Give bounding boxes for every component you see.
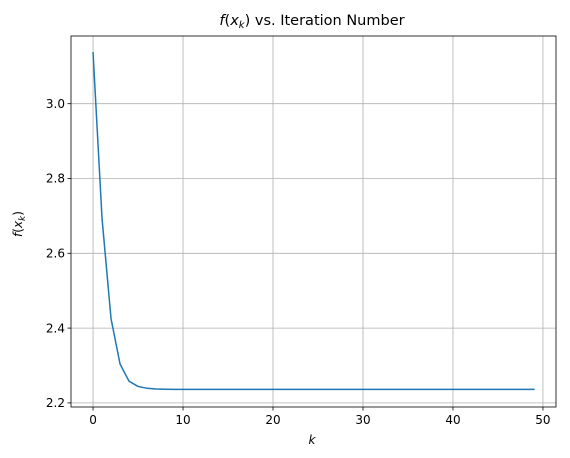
series-line bbox=[92, 52, 535, 391]
y-tick-label: 2.2 bbox=[46, 396, 65, 410]
x-tick-label: 30 bbox=[355, 413, 370, 427]
x-tick-label: 10 bbox=[175, 413, 190, 427]
x-tick-label: 40 bbox=[445, 413, 460, 427]
plot-area-frame bbox=[70, 35, 557, 408]
y-tick-label: 2.4 bbox=[46, 321, 65, 335]
x-axis-label: k bbox=[309, 433, 317, 447]
y-tick-label: 2.8 bbox=[46, 172, 65, 186]
grid-lines bbox=[71, 36, 556, 407]
axis-ticks: 0 10 20 30 40 50 2.2 2.4 2.6 2.8 3.0 bbox=[46, 97, 551, 427]
x-tick-label: 50 bbox=[535, 413, 550, 427]
y-tick-label: 3.0 bbox=[46, 97, 65, 111]
y-axis-label: f(xk) bbox=[11, 211, 28, 237]
y-tick-label: 2.6 bbox=[46, 246, 65, 260]
x-tick-label: 20 bbox=[265, 413, 280, 427]
chart-title: f(xk) vs. Iteration Number bbox=[219, 13, 404, 31]
x-tick-label: 0 bbox=[89, 413, 97, 427]
